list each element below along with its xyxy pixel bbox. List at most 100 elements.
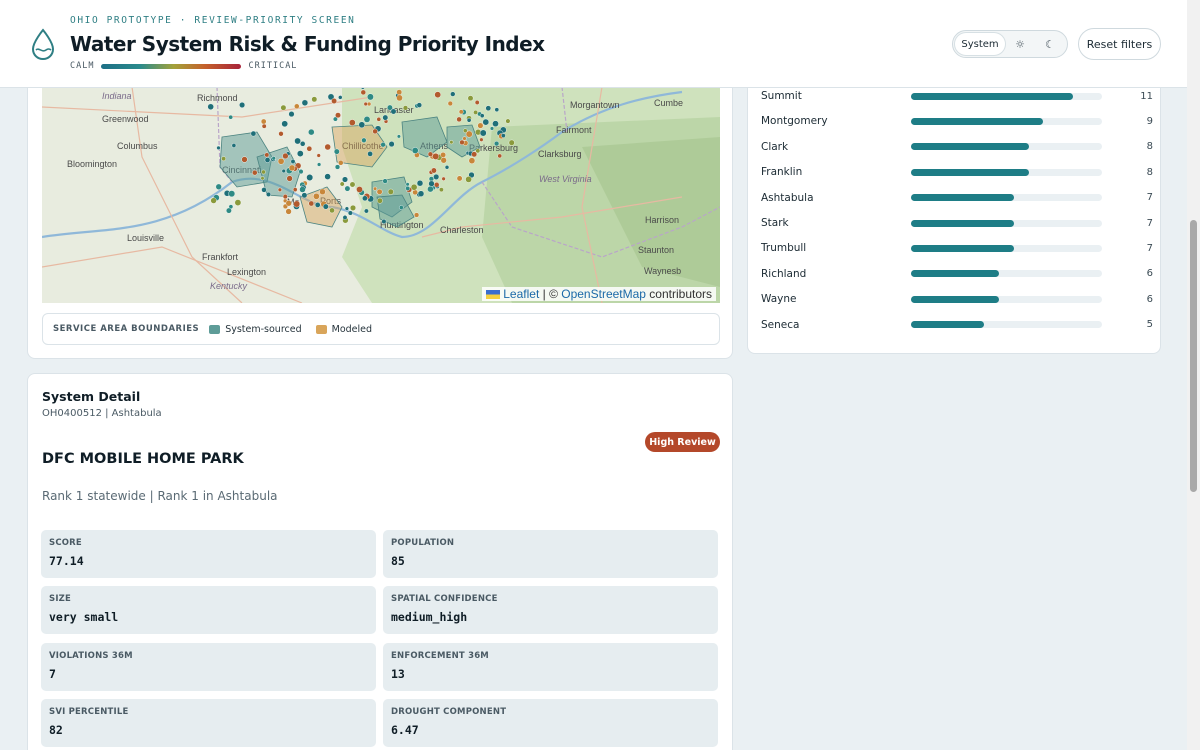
water-system-point[interactable]	[501, 133, 506, 138]
water-system-point[interactable]	[387, 188, 394, 195]
water-system-point[interactable]	[432, 153, 440, 160]
water-system-point[interactable]	[382, 178, 388, 184]
water-system-point[interactable]	[363, 116, 371, 123]
water-system-point[interactable]	[372, 128, 378, 135]
water-system-point[interactable]	[280, 104, 287, 111]
water-system-point[interactable]	[241, 156, 248, 163]
water-system-point[interactable]	[344, 206, 349, 211]
county-row[interactable]: Trumbull 7	[761, 239, 1153, 257]
water-system-point[interactable]	[293, 200, 301, 208]
water-system-point[interactable]	[265, 191, 271, 197]
osm-link[interactable]: OpenStreetMap	[561, 287, 646, 301]
water-system-point[interactable]	[294, 137, 301, 145]
water-system-point[interactable]	[264, 157, 271, 163]
water-system-point[interactable]	[285, 208, 292, 215]
water-system-point[interactable]	[475, 148, 481, 154]
water-system-point[interactable]	[479, 129, 487, 137]
service-area-map[interactable]: Indiana Richmond Greenwood Columbus Blooming…	[42, 87, 720, 303]
water-system-point[interactable]	[390, 108, 397, 115]
water-system-point[interactable]	[306, 145, 313, 152]
water-system-point[interactable]	[329, 207, 335, 214]
water-system-point[interactable]	[239, 101, 246, 108]
water-system-point[interactable]	[290, 159, 296, 164]
water-system-point[interactable]	[380, 142, 386, 148]
water-system-point[interactable]	[301, 192, 308, 199]
water-system-point[interactable]	[210, 197, 217, 204]
water-system-point[interactable]	[505, 118, 511, 124]
water-system-point[interactable]	[388, 141, 395, 148]
water-system-point[interactable]	[434, 91, 442, 98]
water-system-point[interactable]	[381, 218, 387, 224]
water-system-point[interactable]	[252, 169, 258, 176]
water-system-point[interactable]	[396, 134, 401, 139]
water-system-point[interactable]	[441, 176, 446, 181]
water-system-point[interactable]	[473, 109, 478, 115]
water-system-point[interactable]	[489, 126, 495, 131]
water-system-point[interactable]	[434, 182, 440, 188]
water-system-point[interactable]	[338, 160, 344, 166]
water-system-point[interactable]	[417, 190, 425, 197]
county-row[interactable]: Summit 11	[761, 87, 1153, 105]
water-system-point[interactable]	[430, 167, 437, 174]
county-row[interactable]: Clark 8	[761, 138, 1153, 156]
water-system-point[interactable]	[333, 148, 340, 155]
water-system-point[interactable]	[281, 120, 288, 128]
county-row[interactable]: Franklin 8	[761, 163, 1153, 181]
water-system-point[interactable]	[271, 156, 276, 161]
water-system-point[interactable]	[462, 128, 468, 134]
water-system-point[interactable]	[468, 157, 476, 164]
water-system-point[interactable]	[342, 176, 349, 183]
water-system-point[interactable]	[347, 210, 353, 216]
water-system-point[interactable]	[298, 169, 304, 175]
water-system-point[interactable]	[288, 111, 295, 118]
theme-system-option[interactable]: System	[955, 33, 1005, 55]
water-system-point[interactable]	[465, 130, 473, 138]
water-system-point[interactable]	[444, 165, 450, 170]
water-system-point[interactable]	[363, 208, 369, 214]
moon-icon[interactable]: ☾	[1045, 37, 1055, 51]
water-system-point[interactable]	[376, 188, 383, 195]
water-system-point[interactable]	[225, 207, 232, 214]
water-system-point[interactable]	[348, 119, 356, 126]
water-system-point[interactable]	[313, 193, 320, 200]
water-system-point[interactable]	[278, 131, 284, 137]
water-system-point[interactable]	[376, 197, 383, 204]
water-system-point[interactable]	[288, 164, 296, 172]
water-system-point[interactable]	[327, 93, 335, 101]
water-system-point[interactable]	[492, 120, 499, 128]
water-system-point[interactable]	[207, 103, 214, 110]
water-system-point[interactable]	[306, 174, 314, 181]
water-system-point[interactable]	[292, 187, 298, 192]
water-system-point[interactable]	[308, 128, 315, 136]
water-system-point[interactable]	[405, 186, 411, 191]
water-system-point[interactable]	[396, 89, 403, 96]
water-system-point[interactable]	[301, 99, 309, 107]
water-system-point[interactable]	[456, 116, 462, 123]
water-system-point[interactable]	[458, 109, 464, 115]
water-system-point[interactable]	[410, 183, 418, 191]
water-system-point[interactable]	[221, 156, 227, 162]
page-scrollbar[interactable]	[1187, 0, 1200, 750]
water-system-point[interactable]	[322, 203, 329, 210]
water-system-point[interactable]	[281, 168, 286, 174]
water-system-point[interactable]	[344, 185, 351, 192]
water-system-point[interactable]	[250, 130, 257, 137]
water-system-point[interactable]	[382, 114, 389, 121]
water-system-point[interactable]	[362, 195, 368, 202]
water-system-point[interactable]	[386, 104, 393, 111]
water-system-point[interactable]	[456, 175, 463, 182]
water-system-point[interactable]	[376, 116, 382, 122]
water-system-point[interactable]	[356, 186, 363, 193]
water-system-point[interactable]	[471, 151, 478, 158]
water-system-point[interactable]	[361, 137, 367, 143]
water-system-point[interactable]	[450, 91, 456, 97]
water-system-point[interactable]	[261, 169, 266, 175]
water-system-point[interactable]	[366, 93, 374, 101]
service-area-polygon[interactable]	[376, 194, 415, 228]
water-system-point[interactable]	[405, 182, 410, 187]
water-system-point[interactable]	[260, 176, 265, 181]
water-system-point[interactable]	[319, 188, 326, 196]
water-system-point[interactable]	[299, 186, 306, 193]
water-system-point[interactable]	[465, 176, 472, 183]
water-system-point[interactable]	[440, 152, 446, 158]
